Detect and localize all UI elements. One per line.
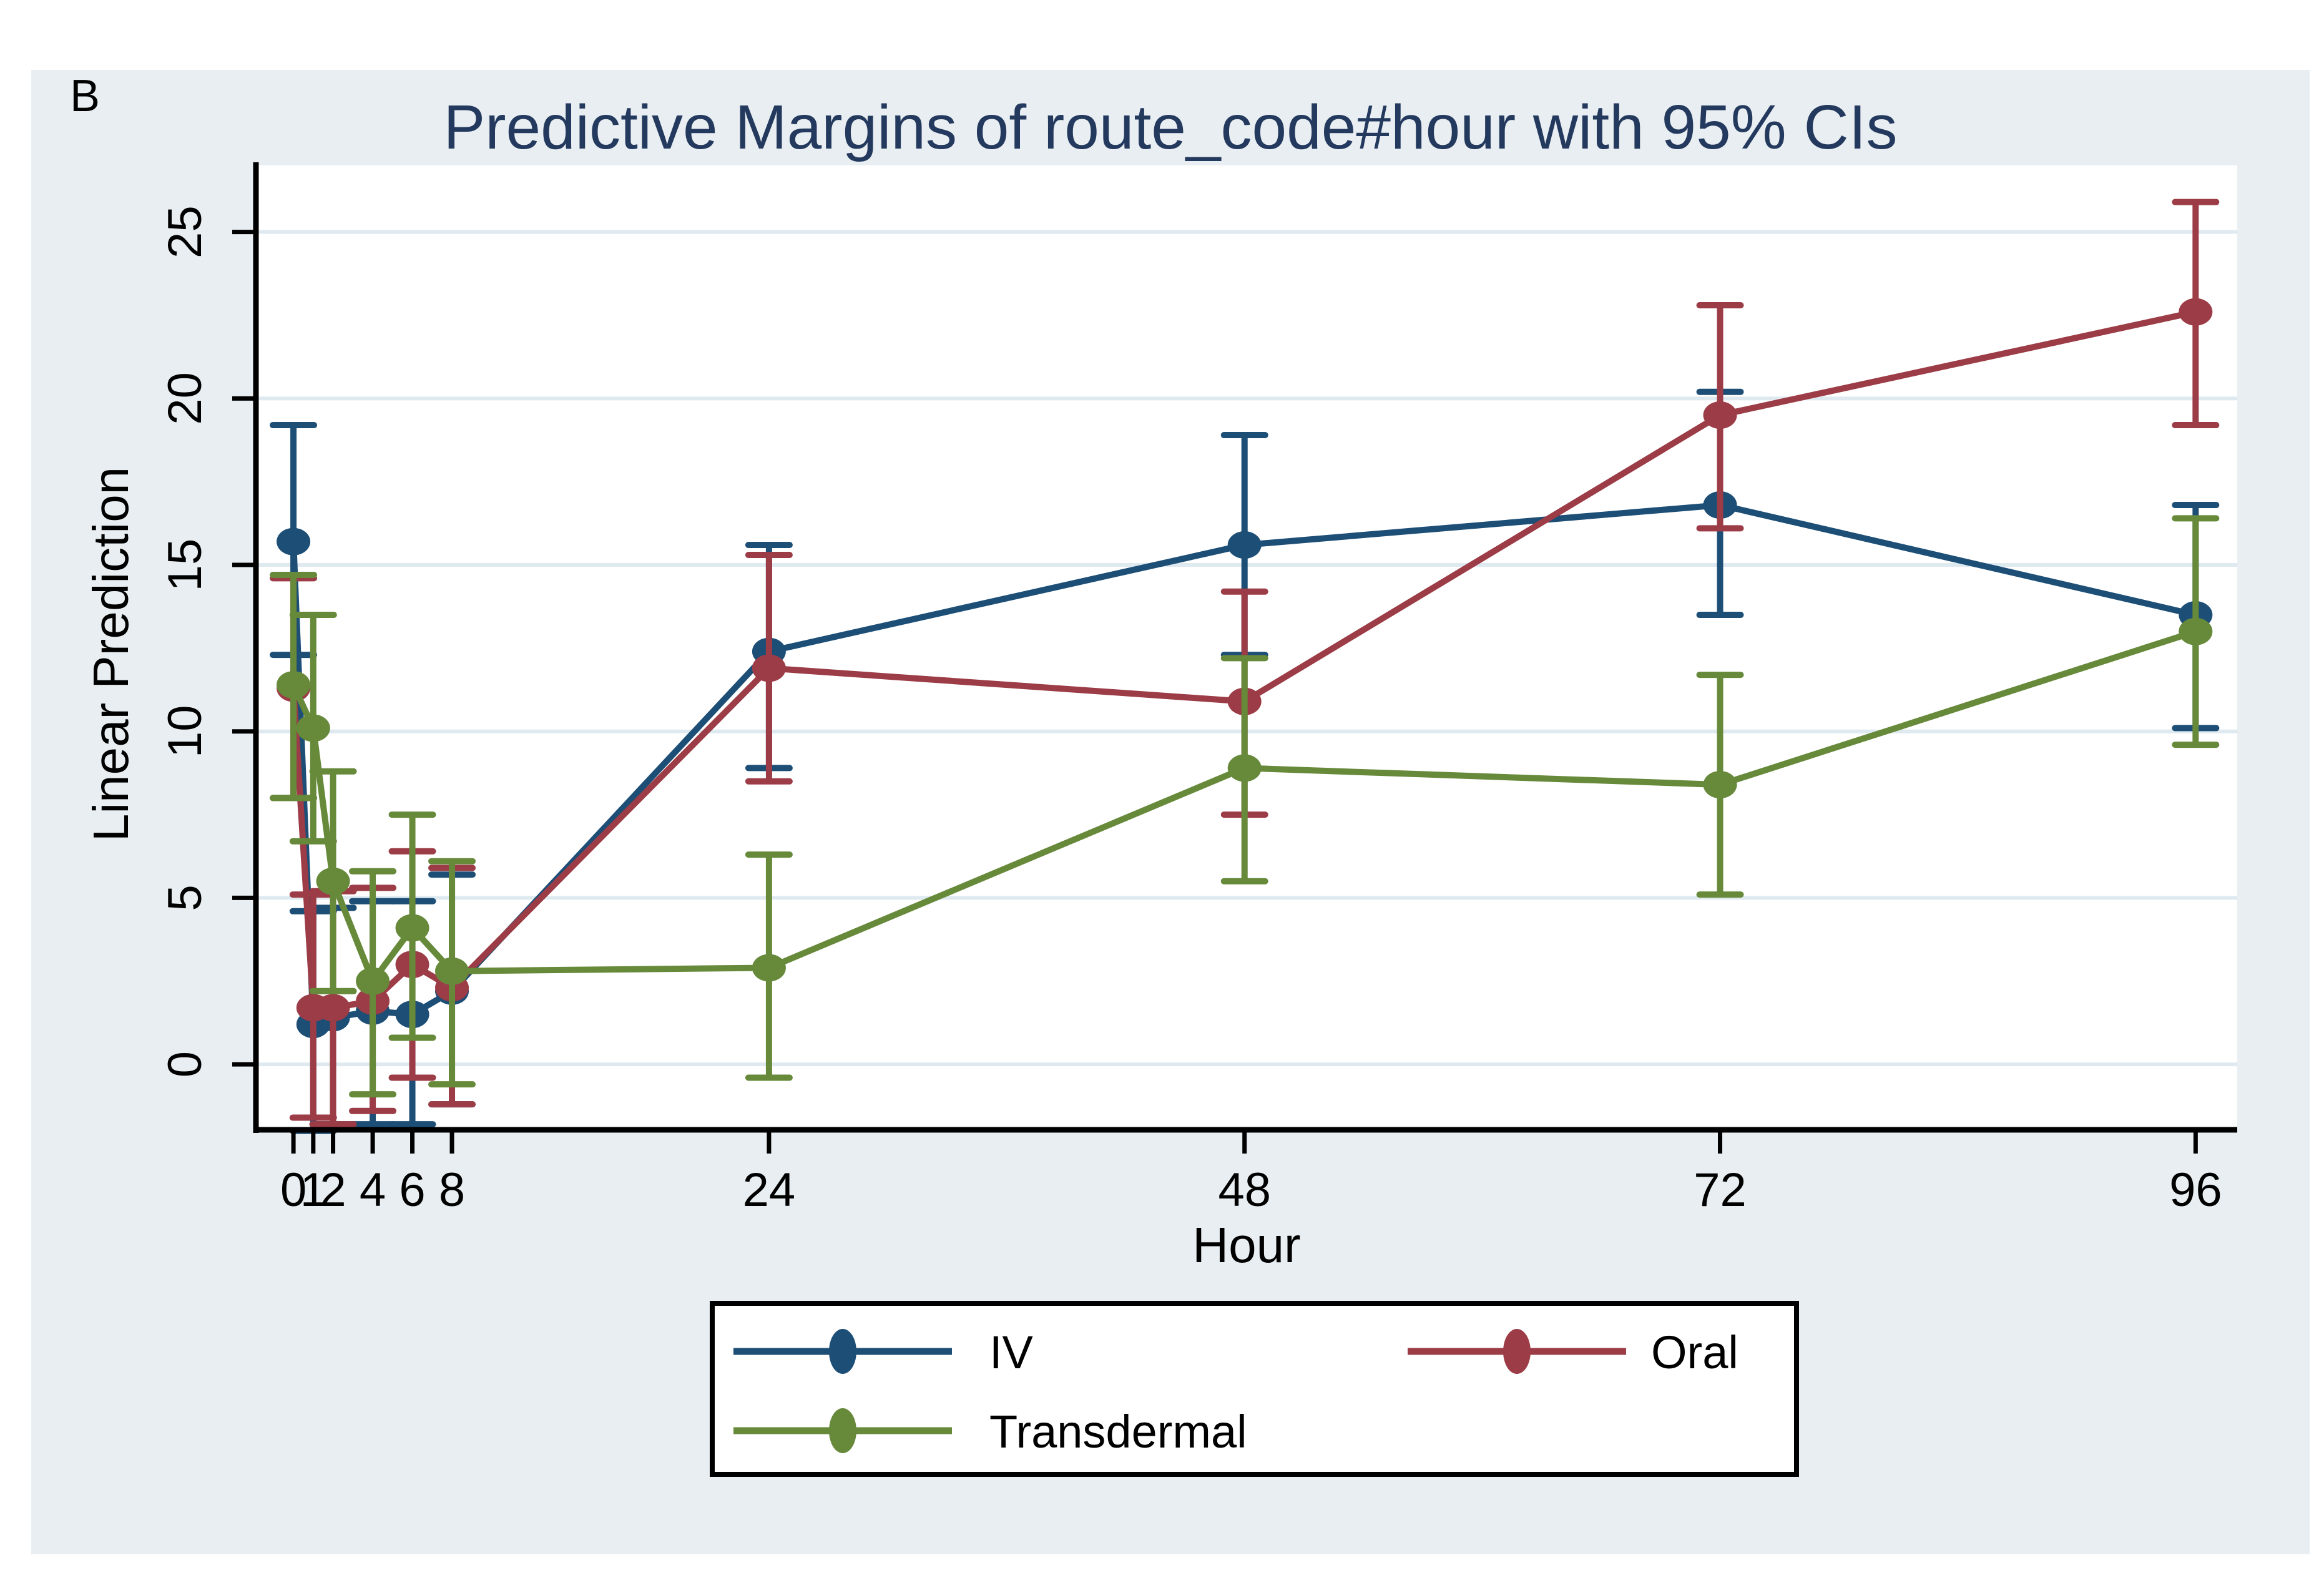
x-tick-label: 0 — [280, 1164, 306, 1217]
x-tick-label: 48 — [1218, 1164, 1271, 1217]
data-point — [316, 867, 350, 895]
data-point — [395, 914, 429, 942]
series-transdermal — [270, 515, 2220, 1098]
legend-item-oral: Oral — [1408, 1326, 1738, 1378]
y-tick-label: 5 — [159, 885, 212, 911]
x-tick-label: 72 — [1694, 1164, 1747, 1217]
legend-marker-iv — [829, 1329, 856, 1374]
panel-letter: B — [70, 71, 100, 121]
data-point — [2179, 298, 2213, 326]
data-point — [752, 654, 786, 682]
data-point — [1703, 401, 1737, 429]
legend: IV Oral Transdermal — [710, 1301, 1799, 1477]
y-axis-title: Linear Prediction — [83, 467, 139, 841]
legend-box — [710, 1301, 1799, 1477]
data-point — [296, 714, 330, 742]
data-point — [1227, 531, 1262, 559]
y-tick-label: 25 — [159, 205, 212, 258]
x-tick-label: 96 — [2169, 1164, 2222, 1217]
legend-marker-oral — [1503, 1329, 1531, 1374]
x-tick-label: 2 — [320, 1164, 346, 1217]
series-layer — [270, 198, 2220, 1134]
data-point — [316, 994, 350, 1022]
data-point — [752, 954, 786, 982]
data-point — [1227, 754, 1262, 782]
data-point — [1703, 771, 1737, 799]
legend-item-iv: IV — [733, 1326, 1034, 1378]
data-point — [277, 671, 311, 699]
legend-item-transdermal: Transdermal — [733, 1406, 1247, 1458]
x-tick-label: 4 — [360, 1164, 386, 1217]
y-tick-label: 20 — [159, 372, 212, 425]
data-point — [277, 527, 311, 556]
x-tick-label: 8 — [439, 1164, 465, 1217]
data-point — [356, 967, 390, 995]
chart-title: Predictive Margins of route_code#hour wi… — [444, 92, 1898, 162]
y-tick-label: 0 — [159, 1051, 212, 1077]
legend-label-transdermal: Transdermal — [989, 1406, 1247, 1458]
x-tick-label: 6 — [399, 1164, 425, 1217]
x-tick-label: 24 — [743, 1164, 796, 1217]
legend-label-iv: IV — [989, 1326, 1034, 1378]
series-line — [290, 628, 2197, 984]
y-tick-label: 15 — [159, 539, 212, 592]
legend-marker-transdermal — [829, 1408, 856, 1453]
axis-ticks — [232, 230, 2198, 1154]
data-point — [435, 957, 469, 985]
legend-label-oral: Oral — [1651, 1326, 1738, 1378]
x-tick-label: 1 — [300, 1164, 326, 1217]
x-axis-title: Hour — [1192, 1217, 1300, 1273]
data-point — [2179, 617, 2213, 645]
y-tick-label: 10 — [159, 705, 212, 758]
